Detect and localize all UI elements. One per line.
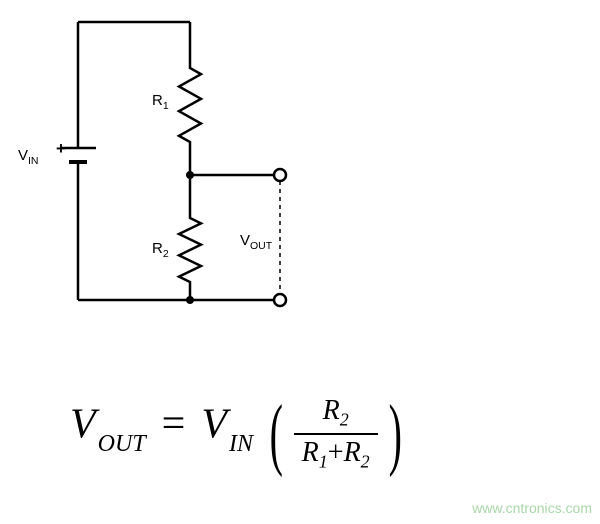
vin-label: VIN: [18, 147, 39, 167]
formula: VOUT = VIN ( R2 R1+R2 ): [70, 395, 408, 472]
r1-label: R1: [152, 92, 169, 112]
vout-label: VOUT: [240, 232, 272, 252]
fraction: R2 R1+R2: [294, 395, 378, 472]
circuit-svg: [0, 0, 600, 340]
watermark: www.cntronics.com: [472, 500, 592, 516]
diagram-canvas: VIN + R1 R2 VOUT VOUT = VIN ( R2 R1+R2 )…: [0, 0, 600, 524]
plus-label: +: [56, 139, 66, 159]
r2-label: R2: [152, 240, 169, 260]
